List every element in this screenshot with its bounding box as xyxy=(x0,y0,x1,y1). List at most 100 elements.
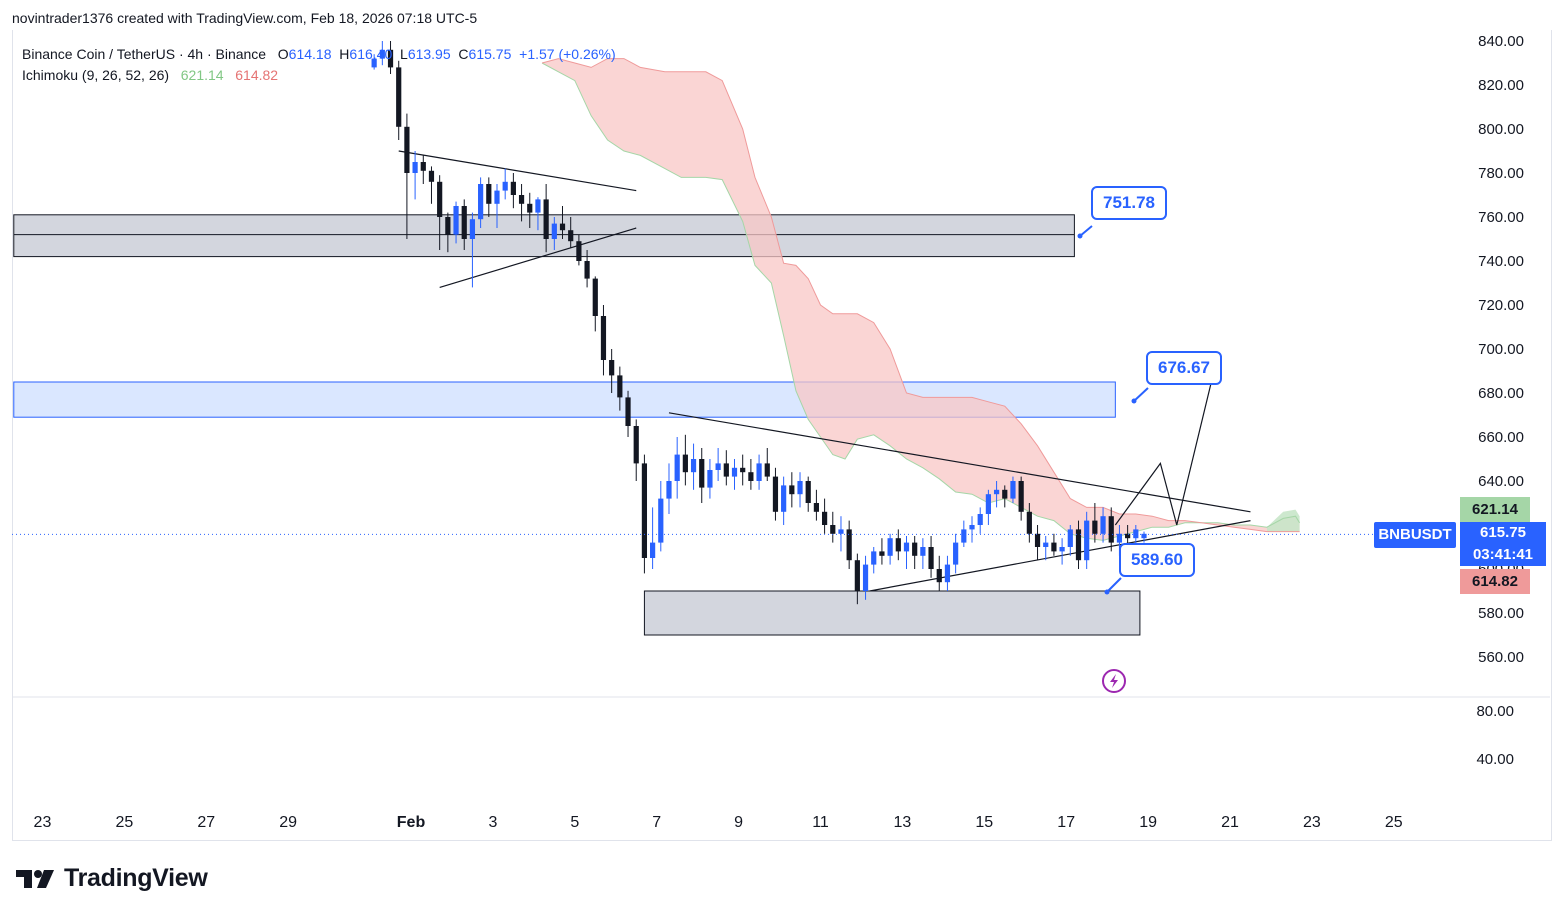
candle-down xyxy=(1075,520,1082,569)
ichimoku-span-a xyxy=(541,62,1301,541)
y-tick-label: 820.00 xyxy=(1478,77,1524,94)
candle-body xyxy=(1092,520,1098,534)
candle-down xyxy=(428,166,435,204)
candle-body xyxy=(830,525,836,534)
callout-589[interactable]: 589.60 xyxy=(1119,543,1195,577)
lightning-icon[interactable] xyxy=(1102,669,1126,693)
candle-up xyxy=(838,516,844,552)
h-label: H xyxy=(339,46,350,62)
ticker-tag[interactable]: BNBUSDT xyxy=(1374,522,1456,548)
candle-down xyxy=(723,450,729,486)
candle-down xyxy=(813,489,820,521)
candle-body xyxy=(1067,529,1073,547)
legend-indicator-row: Ichimoku (9, 26, 52, 26) 621.14 614.82 xyxy=(22,65,616,86)
candle-body xyxy=(1084,520,1090,561)
candle-body xyxy=(871,551,877,565)
projection-path[interactable] xyxy=(1114,355,1219,526)
candle-body xyxy=(396,67,402,127)
x-tick-label: 17 xyxy=(1057,814,1075,831)
candle-down xyxy=(1051,533,1057,556)
candle-body xyxy=(789,485,795,495)
candle-body xyxy=(936,569,942,583)
y-tick-label: 660.00 xyxy=(1478,429,1524,446)
callout-pointer-dot-2 xyxy=(1131,398,1137,404)
candle-body xyxy=(1043,542,1049,547)
candle-down xyxy=(821,498,828,534)
candle-down xyxy=(1018,476,1024,521)
author-line: novintrader1376 created with TradingView… xyxy=(12,10,478,26)
y-tick-label: 740.00 xyxy=(1478,253,1524,270)
candle-body xyxy=(740,467,746,473)
candle-up xyxy=(494,184,500,228)
callout-pointer-dot-3 xyxy=(1104,589,1110,595)
candle-up xyxy=(715,448,721,481)
symbol-line[interactable]: Binance Coin / TetherUS · 4h · Binance xyxy=(22,46,267,62)
x-tick-label: 9 xyxy=(734,814,743,831)
candle-up xyxy=(690,443,697,490)
candle-body xyxy=(502,181,508,191)
trendline-3[interactable] xyxy=(668,412,1251,513)
candle-down xyxy=(420,155,426,184)
x-tick-label: 5 xyxy=(570,814,579,831)
candle-body xyxy=(912,542,918,556)
callout-pointer-3 xyxy=(1106,577,1122,593)
candle-down xyxy=(936,555,942,591)
candle-down xyxy=(846,520,852,569)
y-tick-label: 800.00 xyxy=(1478,121,1524,138)
candle-body xyxy=(535,199,541,213)
span-a-tag: 621.14 xyxy=(1460,497,1530,522)
trendline-1[interactable] xyxy=(398,150,637,192)
candle-body xyxy=(1133,529,1139,539)
candle-up xyxy=(658,481,664,552)
ichimoku-span-b xyxy=(541,58,1300,533)
candle-down xyxy=(486,177,492,217)
candle-body xyxy=(690,459,697,473)
candle-body xyxy=(682,454,688,473)
candle-body xyxy=(953,542,959,565)
o-value: 614.18 xyxy=(288,46,332,62)
x-tick-label: 23 xyxy=(1303,814,1321,831)
candle-body xyxy=(1026,511,1032,534)
candle-body xyxy=(445,217,451,235)
candle-body xyxy=(568,230,574,242)
span-b-tag: 614.82 xyxy=(1460,569,1530,594)
legend: Binance Coin / TetherUS · 4h · Binance O… xyxy=(22,44,616,86)
candle-up xyxy=(862,555,869,600)
candle-up xyxy=(502,168,508,200)
candle-up xyxy=(887,533,893,565)
callout-751[interactable]: 751.78 xyxy=(1091,186,1167,220)
candle-body xyxy=(707,470,713,488)
candle-up xyxy=(371,54,377,70)
candle-body xyxy=(961,529,967,543)
candle-down xyxy=(682,434,688,486)
candle-body xyxy=(1125,533,1131,539)
candle-body xyxy=(928,547,934,569)
candle-body xyxy=(1018,481,1024,512)
candle-up xyxy=(478,177,484,228)
candle-body xyxy=(748,472,754,481)
candle-body xyxy=(887,538,893,556)
candle-down xyxy=(1034,525,1041,561)
candle-body xyxy=(993,489,1000,495)
candle-body xyxy=(379,49,385,59)
o-label: O xyxy=(277,46,289,62)
y-tick-label: 640.00 xyxy=(1478,473,1524,490)
candle-body xyxy=(559,223,566,231)
tradingview-logo[interactable]: TradingView xyxy=(16,864,208,893)
y-tick-label: 680.00 xyxy=(1478,385,1524,402)
candle-down xyxy=(510,173,516,209)
candle-up xyxy=(535,197,541,231)
indicator-value-b: 614.82 xyxy=(235,67,279,83)
candle-up xyxy=(1100,507,1106,543)
indicator-name[interactable]: Ichimoku (9, 26, 52, 26) xyxy=(22,67,170,83)
y-tick-label: 580.00 xyxy=(1478,605,1524,622)
trendline-4[interactable] xyxy=(869,520,1251,592)
candle-body xyxy=(592,278,598,316)
candle-body xyxy=(658,498,664,543)
zone-support[interactable] xyxy=(643,590,1141,636)
candle-up xyxy=(977,507,983,534)
callout-676[interactable]: 676.67 xyxy=(1146,351,1222,385)
chart-frame xyxy=(12,30,1552,841)
candle-body xyxy=(985,494,991,514)
